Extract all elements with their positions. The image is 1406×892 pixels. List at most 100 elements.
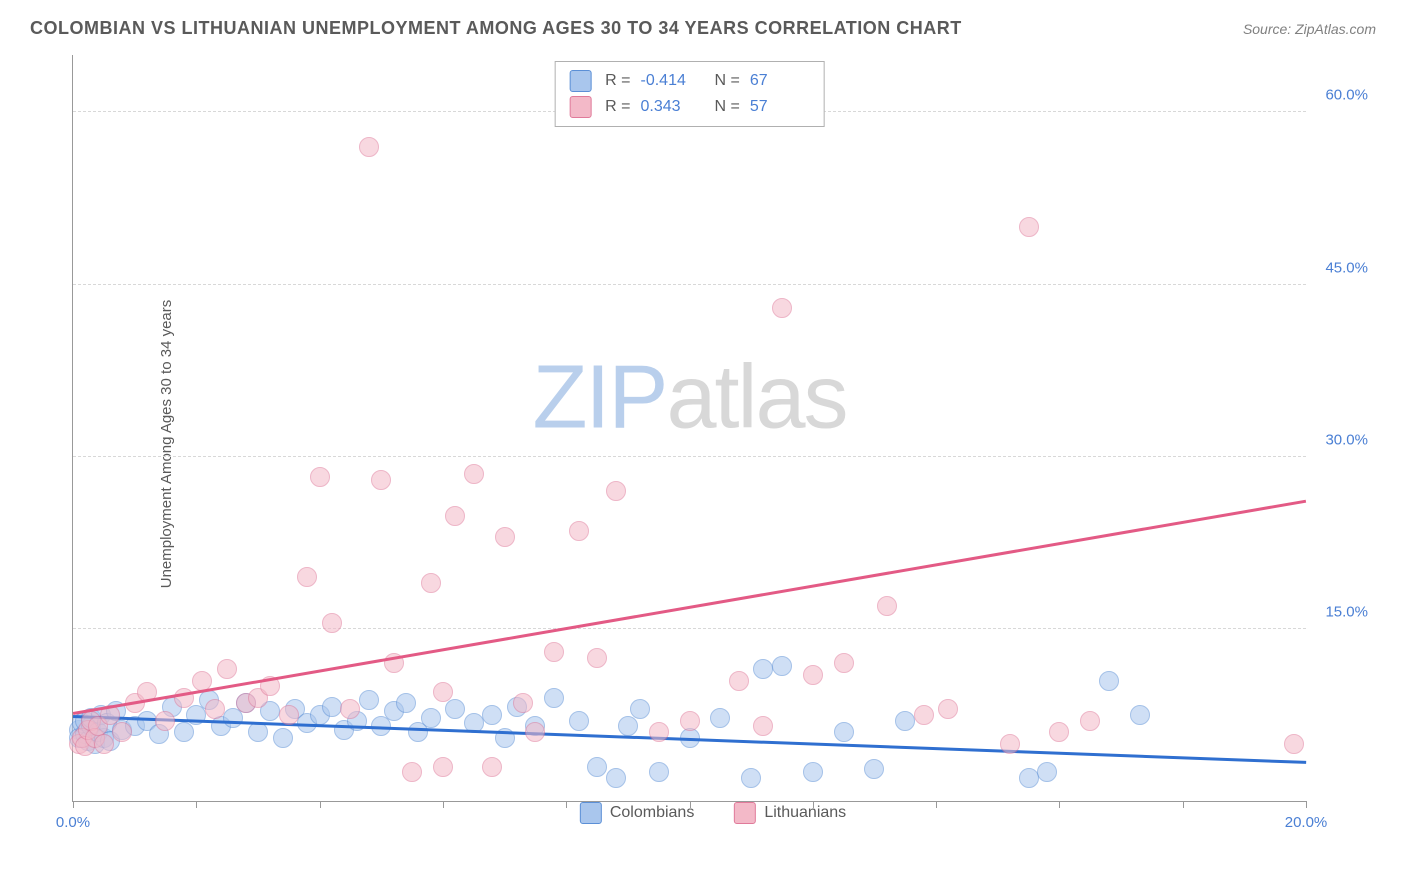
- scatter-point: [421, 573, 441, 593]
- scatter-point: [433, 757, 453, 777]
- scatter-point: [1019, 217, 1039, 237]
- watermark-bold: ZIP: [532, 348, 666, 448]
- legend-swatch: [734, 802, 756, 824]
- scatter-point: [1080, 711, 1100, 731]
- scatter-point: [322, 697, 342, 717]
- scatter-point: [649, 762, 669, 782]
- scatter-point: [587, 757, 607, 777]
- series-legend: Colombians Lithuanians: [580, 802, 846, 824]
- scatter-point: [421, 708, 441, 728]
- scatter-point: [630, 699, 650, 719]
- x-tick: [1306, 801, 1307, 808]
- scatter-point: [569, 711, 589, 731]
- scatter-point: [482, 705, 502, 725]
- source-attribution: Source: ZipAtlas.com: [1243, 21, 1376, 37]
- scatter-point: [544, 688, 564, 708]
- scatter-point: [938, 699, 958, 719]
- scatter-point: [359, 137, 379, 157]
- y-tick-label: 15.0%: [1325, 603, 1368, 620]
- scatter-point: [864, 759, 884, 779]
- gridline: [73, 284, 1306, 285]
- scatter-point: [402, 762, 422, 782]
- legend-item: Lithuanians: [734, 802, 846, 824]
- chart-container: Unemployment Among Ages 30 to 34 years Z…: [50, 55, 1376, 832]
- scatter-point: [772, 298, 792, 318]
- scatter-point: [1099, 671, 1119, 691]
- scatter-point: [482, 757, 502, 777]
- legend-label: Lithuanians: [764, 804, 846, 822]
- scatter-point: [649, 722, 669, 742]
- gridline: [73, 456, 1306, 457]
- scatter-point: [340, 699, 360, 719]
- x-tick-label: 0.0%: [56, 814, 90, 831]
- legend-row: R = -0.414 N = 67: [569, 68, 810, 94]
- scatter-point: [710, 708, 730, 728]
- watermark-light: atlas: [666, 348, 846, 448]
- x-tick: [1059, 801, 1060, 808]
- scatter-point: [803, 665, 823, 685]
- scatter-point: [1037, 762, 1057, 782]
- x-tick: [936, 801, 937, 808]
- scatter-point: [1130, 705, 1150, 725]
- correlation-legend: R =-0.414N =67R =0.343N =57: [554, 61, 825, 127]
- watermark: ZIPatlas: [532, 347, 846, 450]
- r-value: -0.414: [641, 72, 701, 90]
- scatter-point: [569, 521, 589, 541]
- scatter-point: [155, 711, 175, 731]
- scatter-point: [772, 656, 792, 676]
- x-tick: [1183, 801, 1184, 808]
- scatter-point: [322, 613, 342, 633]
- scatter-point: [112, 722, 132, 742]
- scatter-point: [205, 699, 225, 719]
- r-label: R =: [605, 72, 630, 90]
- scatter-point: [217, 659, 237, 679]
- plot-area: ZIPatlas R =-0.414N =67R =0.343N =57 15.…: [72, 55, 1306, 802]
- r-value: 0.343: [641, 98, 701, 116]
- scatter-point: [618, 716, 638, 736]
- gridline: [73, 628, 1306, 629]
- scatter-point: [310, 467, 330, 487]
- y-tick-label: 45.0%: [1325, 259, 1368, 276]
- legend-item: Colombians: [580, 802, 694, 824]
- scatter-point: [1000, 734, 1020, 754]
- n-label: N =: [715, 98, 740, 116]
- scatter-point: [680, 711, 700, 731]
- n-value: 67: [750, 72, 810, 90]
- scatter-point: [445, 699, 465, 719]
- scatter-point: [606, 481, 626, 501]
- legend-swatch: [569, 96, 591, 118]
- r-label: R =: [605, 98, 630, 116]
- scatter-point: [279, 705, 299, 725]
- scatter-point: [606, 768, 626, 788]
- scatter-point: [495, 527, 515, 547]
- x-tick: [73, 801, 74, 808]
- x-tick-label: 20.0%: [1285, 814, 1328, 831]
- chart-title: COLOMBIAN VS LITHUANIAN UNEMPLOYMENT AMO…: [30, 18, 962, 39]
- scatter-point: [297, 567, 317, 587]
- n-label: N =: [715, 72, 740, 90]
- legend-swatch: [569, 70, 591, 92]
- scatter-point: [741, 768, 761, 788]
- x-tick: [320, 801, 321, 808]
- scatter-point: [544, 642, 564, 662]
- scatter-point: [433, 682, 453, 702]
- scatter-point: [525, 722, 545, 742]
- scatter-point: [445, 506, 465, 526]
- scatter-point: [803, 762, 823, 782]
- scatter-point: [729, 671, 749, 691]
- legend-swatch: [580, 802, 602, 824]
- scatter-point: [1284, 734, 1304, 754]
- scatter-point: [94, 734, 114, 754]
- scatter-point: [587, 648, 607, 668]
- x-tick: [566, 801, 567, 808]
- x-tick: [443, 801, 444, 808]
- legend-label: Colombians: [610, 804, 694, 822]
- scatter-point: [895, 711, 915, 731]
- scatter-point: [371, 470, 391, 490]
- scatter-point: [834, 722, 854, 742]
- legend-row: R =0.343N =57: [569, 94, 810, 120]
- scatter-point: [1019, 768, 1039, 788]
- x-tick: [196, 801, 197, 808]
- scatter-point: [273, 728, 293, 748]
- scatter-point: [174, 722, 194, 742]
